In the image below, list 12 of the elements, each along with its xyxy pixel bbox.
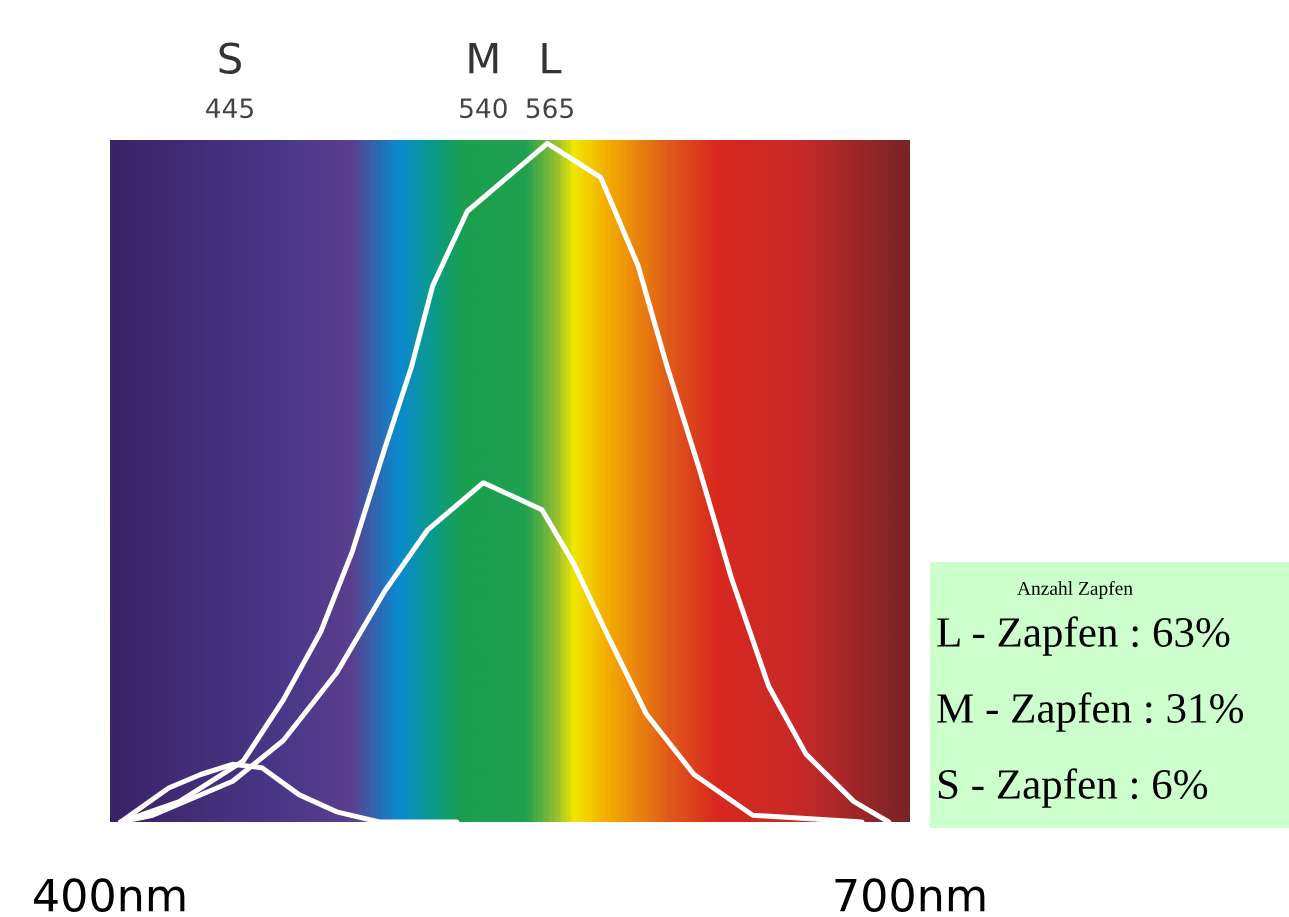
text: L - Zapfen : 63% (937, 616, 1230, 656)
x-tick-label: 700nm (835, 878, 985, 912)
text: S (219, 42, 241, 74)
text: Anzahl Zapfen (1017, 581, 1133, 599)
text: M (469, 42, 498, 74)
text: S - Zapfen : 6% (938, 768, 1208, 808)
text: L (542, 42, 562, 74)
x2-tick-label: 540 (460, 98, 507, 119)
x2-tick-label: 445 (206, 98, 253, 119)
x-tick-label: 400nm (34, 878, 185, 912)
text: M - Zapfen : 31% (937, 692, 1244, 732)
x2-tick-label: 565 (526, 98, 573, 119)
